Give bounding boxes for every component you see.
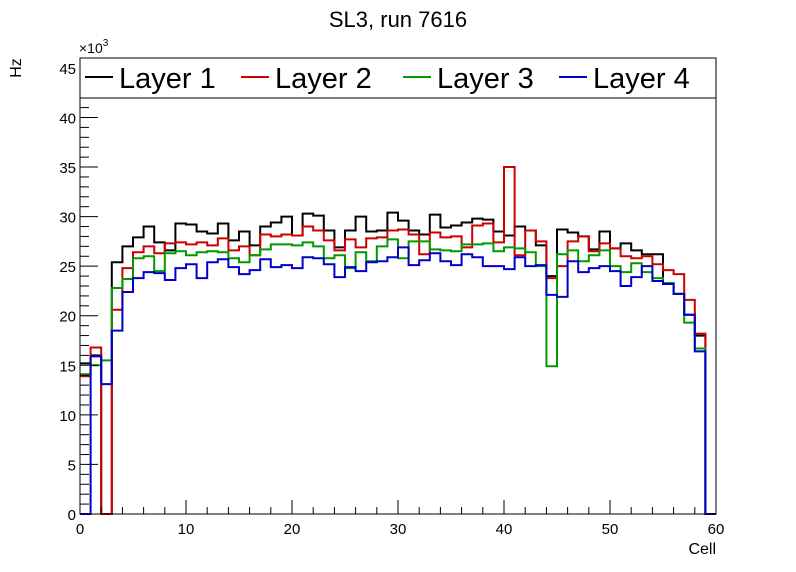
x-tick-label: 40 <box>496 521 513 538</box>
x-tick-label: 10 <box>178 521 195 538</box>
series-line-layer-2 <box>80 166 716 515</box>
legend-label: Layer 1 <box>119 63 216 95</box>
y-tick-label: 0 <box>68 507 76 524</box>
legend-entry-layer-4: Layer 4 <box>559 63 690 95</box>
y-tick-label: 25 <box>59 259 76 276</box>
x-tick-label: 50 <box>602 521 619 538</box>
series-line-layer-3 <box>80 238 716 515</box>
y-multiplier-base: ×10 <box>79 40 103 56</box>
legend-label: Layer 2 <box>275 63 372 95</box>
legend-entry-layer-2: Layer 2 <box>241 63 372 95</box>
y-tick-label: 45 <box>59 61 76 78</box>
x-tick-label: 60 <box>708 521 725 538</box>
y-tick-label: 20 <box>59 309 76 326</box>
y-multiplier-exponent: 3 <box>103 38 109 49</box>
axes: 0 10 20 30 40 50 60 0 5 10 15 20 25 30 35 40 45 <box>59 57 725 538</box>
legend-label: Layer 3 <box>437 63 534 95</box>
legend-box <box>79 57 717 99</box>
y-tick-label: 5 <box>68 457 76 474</box>
x-tick-label: 20 <box>284 521 301 538</box>
y-tick-label: 30 <box>59 210 76 227</box>
legend-label: Layer 4 <box>593 63 690 95</box>
legend-entry-layer-3: Layer 3 <box>403 63 534 95</box>
y-tick-label: 15 <box>59 358 76 375</box>
legend: Layer 1 Layer 2 Layer 3 Layer 4 <box>79 57 717 99</box>
series-line-layer-4 <box>80 246 716 515</box>
series-line-layer-1 <box>80 211 716 515</box>
y-tick-label: 40 <box>59 110 76 127</box>
y-multiplier: ×103 <box>79 38 109 56</box>
y-tick-label: 10 <box>59 408 76 425</box>
y-tick-label: 35 <box>59 160 76 177</box>
x-tick-label: 0 <box>76 521 84 538</box>
y-axis-label: Hz <box>8 58 25 78</box>
chart-title: SL3, run 7616 <box>329 7 467 32</box>
x-tick-label: 30 <box>390 521 407 538</box>
series-layer <box>80 166 716 515</box>
x-axis-label: Cell <box>688 541 716 558</box>
legend-entry-layer-1: Layer 1 <box>85 63 216 95</box>
